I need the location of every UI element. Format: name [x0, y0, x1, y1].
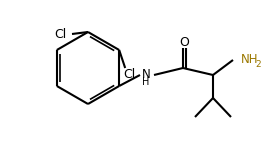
Text: Cl: Cl — [54, 27, 66, 41]
Text: Cl: Cl — [123, 67, 135, 81]
Text: O: O — [179, 35, 189, 49]
Text: H: H — [142, 77, 150, 87]
Text: 2: 2 — [255, 60, 261, 69]
Text: N: N — [142, 67, 150, 81]
Text: NH: NH — [241, 52, 259, 66]
